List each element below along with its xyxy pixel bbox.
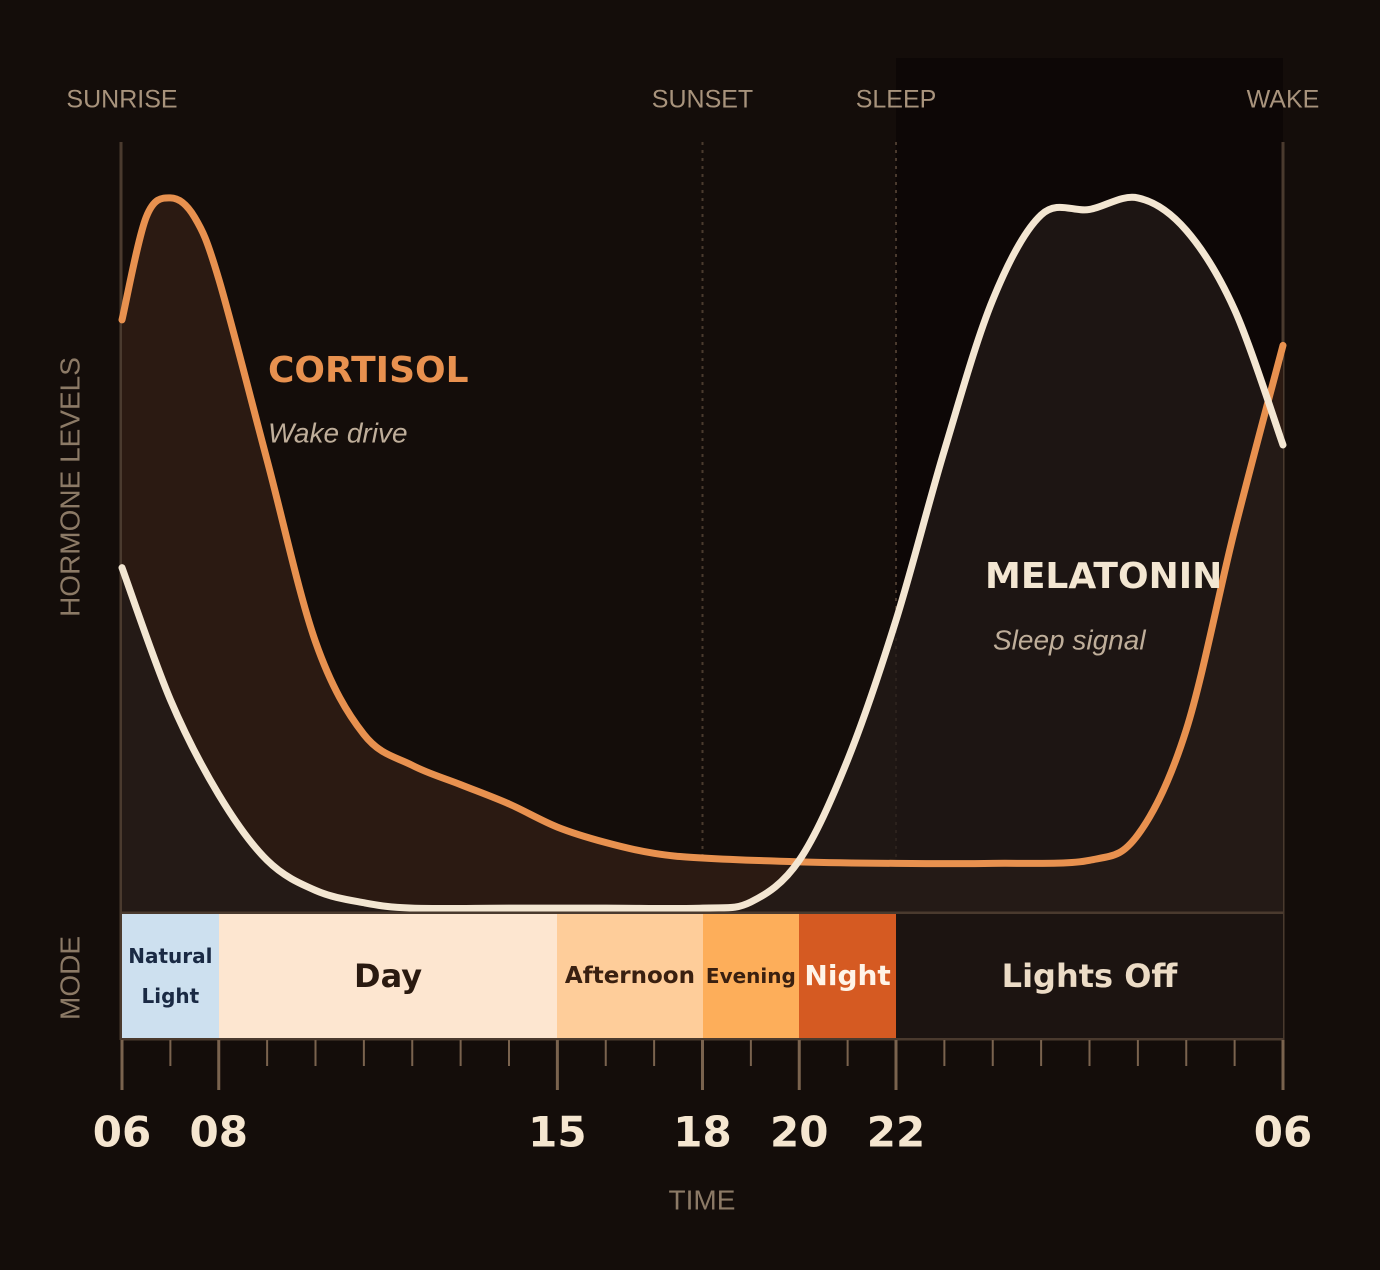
series-subtitle: Sleep signal: [993, 624, 1146, 655]
series-subtitle: Wake drive: [268, 417, 408, 448]
x-tick-label: 06: [93, 1108, 151, 1157]
event-label: SUNSET: [652, 86, 753, 114]
x-tick-label: 15: [528, 1108, 586, 1157]
mode-band: Evening: [702, 914, 800, 1038]
event-label: WAKE: [1247, 86, 1320, 114]
line: [118, 194, 1287, 868]
x-tick-label: 06: [1254, 1108, 1312, 1157]
mode-label: MODE: [54, 936, 85, 1020]
mode-band: Afternoon: [557, 914, 703, 1038]
y-axis-label: HORMONE LEVELS: [54, 357, 85, 617]
x-tick-label: 20: [770, 1108, 828, 1157]
line: [118, 193, 1287, 913]
mode-band: Natural Light: [122, 914, 219, 1038]
mode-band: Day: [218, 914, 558, 1038]
series-label: MELATONIN: [985, 556, 1222, 597]
x-tick-label: 08: [190, 1108, 248, 1157]
event-label: SLEEP: [856, 86, 937, 114]
area: [122, 197, 1283, 913]
mode-band: Night: [799, 914, 896, 1038]
x-tick-label: 18: [673, 1108, 731, 1157]
mode-band: Lights Off: [896, 914, 1283, 1038]
event-label: SUNRISE: [66, 86, 177, 114]
x-axis-label: TIME: [669, 1184, 736, 1215]
x-tick-label: 22: [867, 1108, 925, 1157]
series-label: CORTISOL: [268, 350, 469, 391]
